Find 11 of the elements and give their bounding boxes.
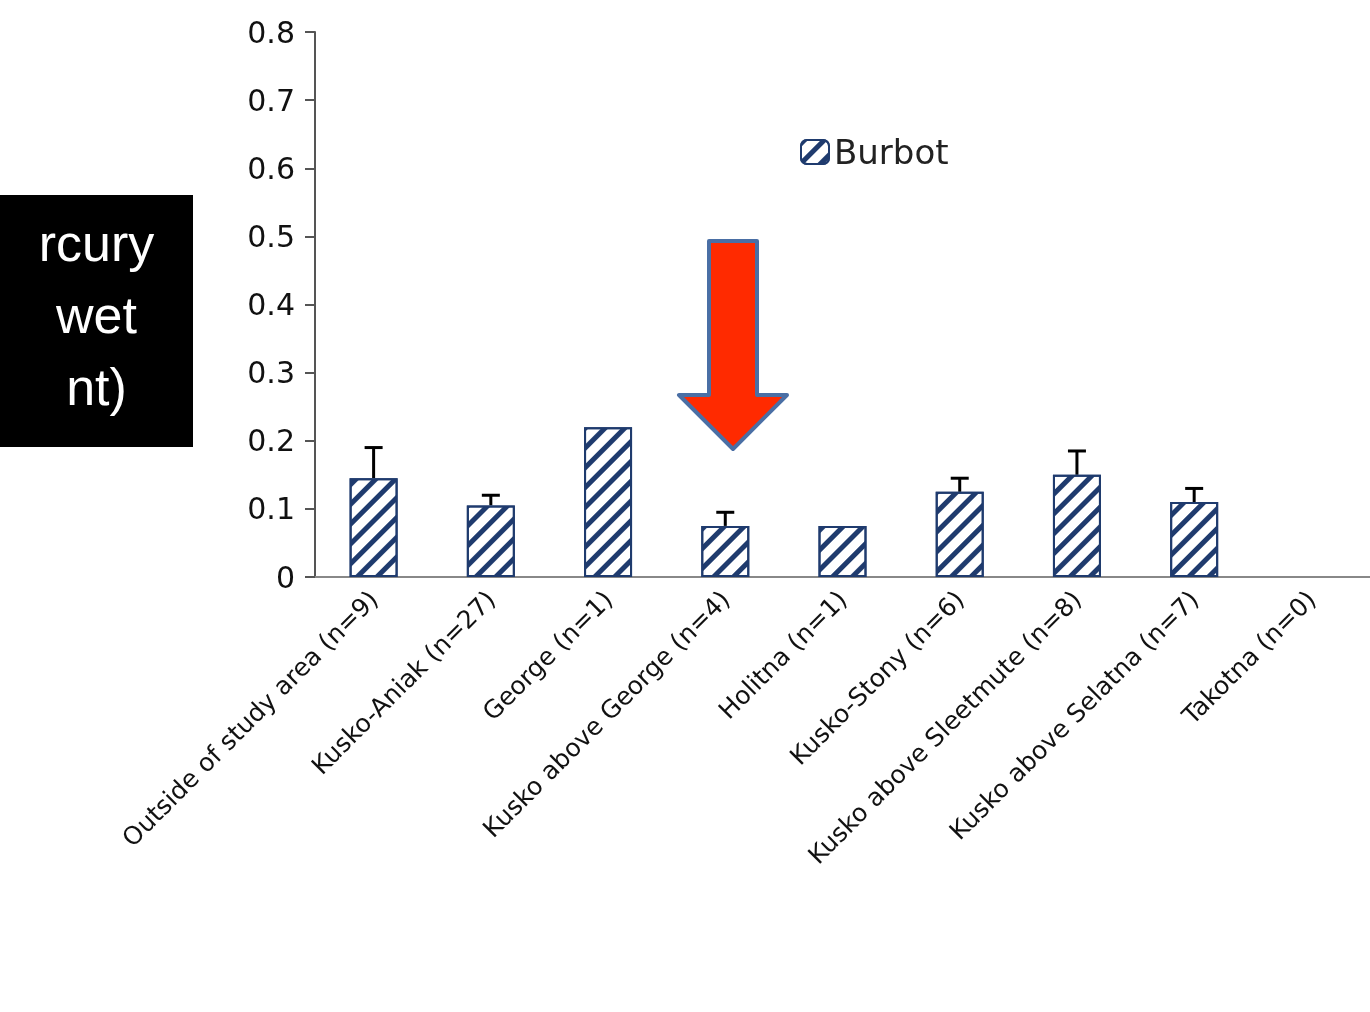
y-tick-label: 0.2	[247, 423, 295, 459]
y-tick-label: 0.5	[247, 218, 295, 254]
y-axis-title: rcury wet nt)	[0, 195, 193, 447]
y-tick-label: 0.3	[247, 355, 295, 391]
y-tick-label: 0.8	[247, 14, 295, 50]
y-tick-label: 0.4	[247, 287, 295, 322]
y-tick-label: 0.1	[247, 491, 295, 527]
y-tick-label: 0.7	[247, 82, 295, 118]
y-tick-label: 0	[275, 559, 295, 595]
legend-label: Burbot	[834, 132, 949, 172]
y-tick-label: 0.6	[247, 150, 295, 186]
